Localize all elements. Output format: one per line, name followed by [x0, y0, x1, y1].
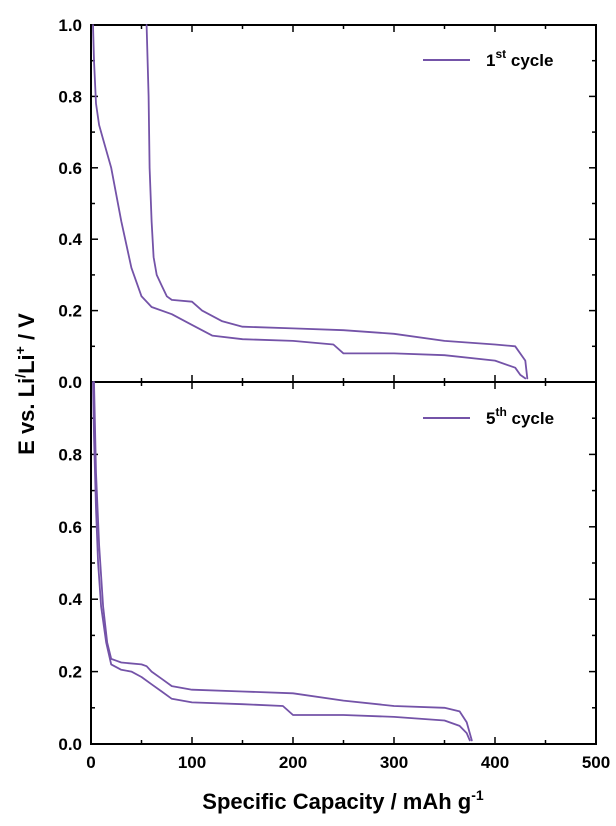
x-tick-label: 0 — [86, 753, 95, 772]
y-tick-label: 0.6 — [58, 518, 82, 537]
y-tick-label: 1.0 — [58, 16, 82, 35]
series-line-cycle1-0 — [92, 24, 527, 380]
legend-bottom: 5th cycle — [423, 405, 554, 428]
top-panel-ticks: 0.0 0.2 0.4 0.6 0.8 1.0 — [58, 16, 597, 392]
top-panel-series — [92, 24, 529, 380]
y-tick-label: 0.8 — [58, 87, 82, 106]
x-axis-title: Specific Capacity / mAh g-1 — [202, 787, 484, 814]
y-tick-label: 0.2 — [58, 302, 82, 321]
bottom-panel-series — [92, 381, 473, 742]
legend-bottom-label: 5th cycle — [486, 405, 554, 428]
x-tick-label: 200 — [279, 753, 307, 772]
y-tick-label: 0.4 — [58, 230, 82, 249]
series-line-cycle1-1 — [145, 24, 529, 380]
x-tick-label: 500 — [582, 753, 610, 772]
y-tick-label: 0.4 — [58, 590, 82, 609]
x-tick-label: 300 — [380, 753, 408, 772]
y-tick-label: 0.6 — [58, 159, 82, 178]
legend-top: 1st cycle — [423, 47, 553, 70]
x-tick-label: 100 — [178, 753, 206, 772]
y-tick-label: 0.2 — [58, 663, 82, 682]
y-tick-label: 0.0 — [58, 735, 82, 754]
y-tick-label: 0.8 — [58, 445, 82, 464]
series-line-cycle5-1 — [93, 381, 473, 742]
bottom-panel-ticks: 0.0 0.2 0.4 0.6 0.8 0 100 200 300 400 500 — [58, 382, 610, 772]
series-line-cycle5-0 — [92, 381, 471, 742]
x-tick-label: 400 — [481, 753, 509, 772]
y-axis-title: E vs. Li/Li+ / V — [12, 313, 39, 455]
bottom-panel-frame — [90, 381, 597, 745]
legend-top-label: 1st cycle — [486, 47, 553, 70]
y-tick-label: 0.0 — [58, 373, 82, 392]
top-panel-frame — [90, 24, 597, 383]
